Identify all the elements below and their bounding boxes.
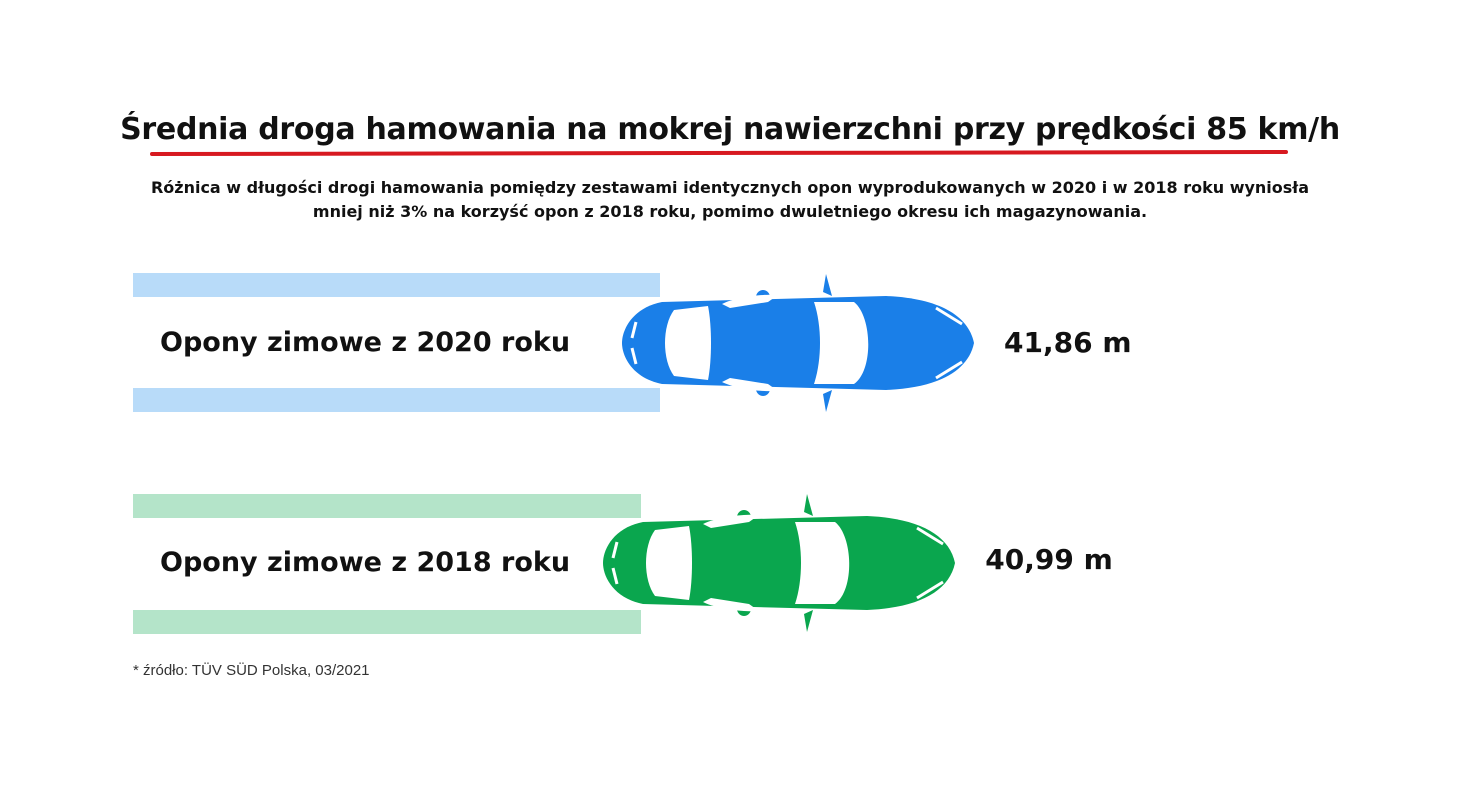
- road-stripe-top: [133, 273, 660, 297]
- bar-row-2018: Opony zimowe z 2018 roku 40,99 m: [0, 488, 1460, 638]
- subtitle-line-2: mniej niż 3% na korzyść opon z 2018 roku…: [312, 202, 1148, 221]
- road-stripe-bottom: [133, 610, 642, 634]
- car-icon: [603, 494, 956, 632]
- chart-title: Średnia droga hamowania na mokrej nawier…: [120, 112, 1340, 147]
- value-label: 41,86 m: [1004, 326, 1132, 359]
- category-label: Opony zimowe z 2018 roku: [160, 547, 571, 578]
- chart-subtitle: Różnica w długości drogi hamowania pomię…: [150, 176, 1310, 224]
- road-stripe-bottom: [133, 388, 660, 412]
- subtitle-line-1: Różnica w długości drogi hamowania pomię…: [150, 178, 1310, 197]
- source-note: * źródło: TÜV SÜD Polska, 03/2021: [133, 662, 370, 679]
- car-icon: [622, 274, 974, 412]
- bar-row-2020: Opony zimowe z 2020 roku 41,86 m: [0, 268, 1460, 418]
- category-label: Opony zimowe z 2020 roku: [160, 327, 571, 358]
- value-label: 40,99 m: [985, 543, 1113, 576]
- road-stripe-top: [133, 494, 642, 518]
- title-underline: [150, 148, 1288, 156]
